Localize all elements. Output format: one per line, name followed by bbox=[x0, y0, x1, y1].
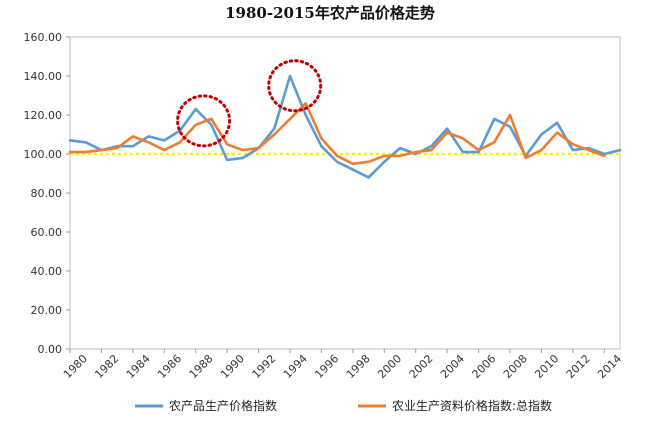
x-tick-label: 1990 bbox=[218, 352, 247, 381]
x-tick-label: 1982 bbox=[92, 352, 121, 381]
x-tick-label: 2010 bbox=[532, 352, 561, 381]
x-tick-label: 1986 bbox=[155, 352, 184, 381]
legend-label-2: 农业生产资料价格指数:总指数 bbox=[392, 398, 552, 413]
x-tick-label: 1994 bbox=[281, 352, 310, 381]
y-tick-label: 160.00 bbox=[24, 31, 63, 44]
legend: 农产品生产价格指数 农业生产资料价格指数:总指数 bbox=[135, 398, 552, 413]
x-tick-label: 2008 bbox=[501, 352, 530, 381]
x-tick-label: 1980 bbox=[61, 352, 90, 381]
x-tick-label: 1984 bbox=[124, 352, 153, 381]
y-tick-label: 120.00 bbox=[24, 109, 63, 122]
x-tick-label: 1992 bbox=[250, 352, 279, 381]
y-tick-label: 20.00 bbox=[31, 304, 63, 317]
chart-title: 1980-2015年农产品价格走势 bbox=[225, 4, 435, 22]
x-tick-label: 2004 bbox=[438, 352, 467, 381]
annotation-circle-2 bbox=[267, 59, 323, 113]
y-tick-label: 40.00 bbox=[31, 265, 63, 278]
x-tick-label: 2002 bbox=[407, 352, 436, 381]
y-tick-label: 0.00 bbox=[38, 343, 63, 356]
series-line-2 bbox=[68, 102, 606, 166]
x-tick-label: 2012 bbox=[564, 352, 593, 381]
x-tick-label: 1998 bbox=[344, 352, 373, 381]
y-tick-label: 100.00 bbox=[24, 148, 63, 161]
legend-label-1: 农产品生产价格指数 bbox=[169, 398, 277, 413]
y-tick-label: 60.00 bbox=[31, 226, 63, 239]
x-tick-label: 2000 bbox=[375, 352, 404, 381]
x-tick-label: 2014 bbox=[595, 352, 624, 381]
y-tick-label: 80.00 bbox=[31, 187, 63, 200]
x-tick-label: 2006 bbox=[470, 352, 499, 381]
y-tick-label: 140.00 bbox=[24, 70, 63, 83]
annotation-circle-1 bbox=[176, 94, 232, 148]
x-tick-label: 1996 bbox=[312, 352, 341, 381]
x-tick-label: 1988 bbox=[187, 352, 216, 381]
series-line-1 bbox=[68, 74, 622, 179]
plot-border bbox=[69, 36, 621, 350]
plot-area: 0.00 20.00 40.00 60.00 80.00 100.00 120.00 140.… bbox=[24, 31, 625, 381]
